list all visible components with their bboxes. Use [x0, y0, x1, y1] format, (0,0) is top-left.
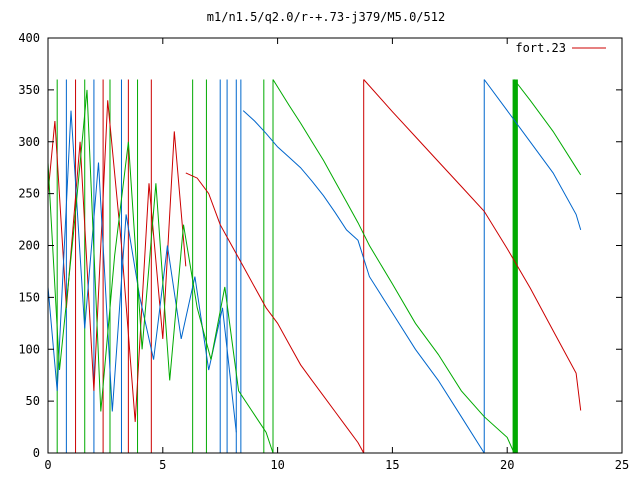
chart-marks — [47, 79, 582, 454]
legend-label: fort.23 — [515, 41, 566, 55]
y-tick-label-300: 300 — [18, 135, 40, 149]
y-tick-label-0: 0 — [33, 446, 40, 460]
x-tick-label-25: 25 — [615, 458, 629, 472]
series-2-segment-1 — [272, 79, 515, 454]
series-1-segment-2 — [483, 79, 582, 231]
x-tick-label-20: 20 — [500, 458, 514, 472]
x-tick-label-5: 5 — [159, 458, 166, 472]
plot-frame — [47, 37, 623, 454]
x-tick-label-15: 15 — [385, 458, 399, 472]
series-0-segment-2 — [363, 79, 582, 411]
y-tick-label-50: 50 — [26, 394, 40, 408]
series-2-segment-0 — [47, 89, 274, 454]
series-1-segment-0 — [47, 110, 237, 433]
y-tick-label-200: 200 — [18, 239, 40, 253]
y-tick-label-150: 150 — [18, 290, 40, 304]
y-tick-label-100: 100 — [18, 342, 40, 356]
chart-title: m1/n1.5/q2.0/r-+.73-j379/M5.0/512 — [207, 10, 445, 24]
series-2-segment-2 — [513, 79, 582, 176]
x-tick-label-0: 0 — [44, 458, 51, 472]
y-tick-label-250: 250 — [18, 187, 40, 201]
legend: fort.23 — [515, 41, 606, 55]
y-tick-label-400: 400 — [18, 31, 40, 45]
series-1-segment-1 — [242, 110, 485, 454]
series-0-segment-1 — [185, 172, 365, 454]
x-tick-label-10: 10 — [270, 458, 284, 472]
y-tick-label-350: 350 — [18, 83, 40, 97]
